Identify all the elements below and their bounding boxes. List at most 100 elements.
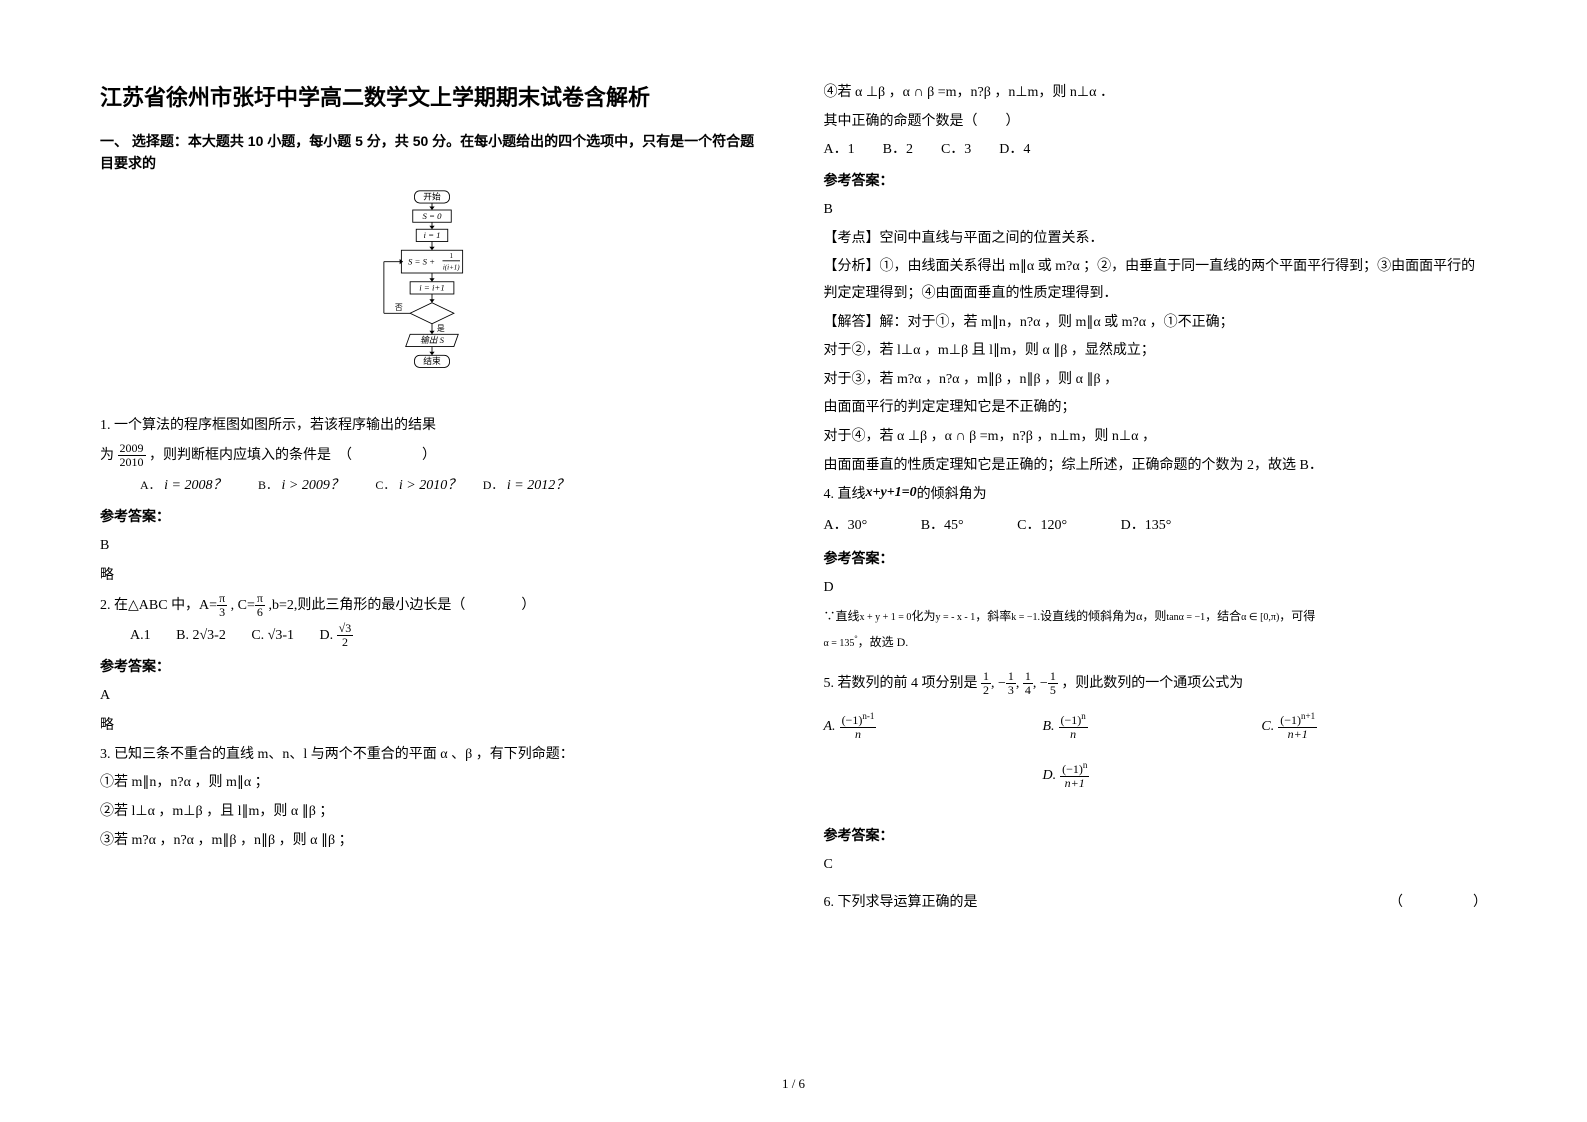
- q5-optD: D.(−1)nn+1: [1042, 761, 1261, 790]
- q5-pre: 5. 若数列的前 4 项分别是: [824, 676, 982, 691]
- q1-frac-d: 2010: [118, 456, 146, 469]
- q3-l4: ③若 m?α ，n?α ，m∥β ，n∥β ，则 α ∥β ；: [100, 828, 764, 855]
- q4-exp-l1: ∵直线x + y + 1 = 0化为y = - x - 1，斜率k = −1.设…: [824, 604, 1488, 628]
- q2-optB-suf: -2: [214, 628, 226, 643]
- q2-optB: B. 2√3-2: [176, 628, 226, 643]
- ans-label-3: 参考答案：: [824, 170, 1488, 190]
- q2-optA: A.1: [130, 628, 151, 643]
- q3-ans: B: [824, 196, 1488, 224]
- q3-e8: 由面面垂直的性质定理知它是正确的；综上所述，正确命题的个数为 2，故选 B．: [824, 453, 1488, 480]
- q2-options: A.1 B. 2√3-2 C. √3-1 D. √32: [100, 622, 764, 650]
- q3-opts: A．1 B．2 C．3 D．4: [824, 137, 1488, 164]
- content-area: 江苏省徐州市张圩中学高二数学文上学期期末试卷含解析 一、 选择题：本大题共 10…: [100, 80, 1487, 1066]
- q5Cd: n+1: [1278, 728, 1317, 741]
- q1-optA: i = 2008？: [164, 478, 226, 493]
- q2-ad: 3: [217, 606, 227, 619]
- q4e-j: α ∈ [0,π): [1241, 612, 1279, 623]
- fc-i1: i = 1: [423, 230, 440, 240]
- page-footer: 1 / 6: [100, 1076, 1487, 1092]
- q2-tri: △ABC: [128, 598, 168, 613]
- q5lC: C.: [1261, 719, 1274, 734]
- q2-optB-v: 2√3: [192, 628, 214, 643]
- q4e-h: tanα = −1: [1166, 612, 1205, 623]
- q5An: (−1)n-1: [840, 712, 877, 728]
- q2-optC-v: √3: [268, 628, 283, 643]
- q2-pre: 2. 在: [100, 598, 128, 613]
- q4-pre: 4. 直线: [824, 487, 866, 502]
- q1-exp: 略: [100, 562, 764, 590]
- q4e-c: 化为: [911, 609, 935, 623]
- q4e2-a: α = 135: [824, 638, 855, 649]
- q5-optB: B.(−1)nn: [1042, 712, 1261, 741]
- fc-out: 输出 S: [420, 335, 445, 345]
- q2-optC: C. √3-1: [251, 628, 294, 643]
- q5f1n: 1: [981, 670, 991, 684]
- q4e-d: y = - x - 1: [935, 612, 975, 623]
- q3-l5: ④若 α ⊥β ，α ∩ β =m，n?β ，n⊥m，则 n⊥α ．: [824, 80, 1488, 107]
- q4-options: A．30° B．45° C．120° D．135°: [824, 511, 1488, 542]
- q1-optC: i > 2010？: [399, 478, 461, 493]
- q5-ans: C: [824, 851, 1488, 879]
- fc-calc-top: 1: [449, 252, 453, 260]
- q4-optB: B．45°: [921, 518, 964, 533]
- q2-exp: 略: [100, 712, 764, 740]
- q2-an: π: [217, 592, 227, 606]
- q2-optD-pre: D.: [320, 628, 337, 643]
- q2-stem: 2. 在△ABC 中，A=π3 , C=π6 ,b=2,则此三角形的最小边长是（…: [100, 592, 764, 620]
- q3-l6: 其中正确的命题个数是（ ）: [824, 109, 1488, 136]
- fc-end: 结束: [423, 355, 441, 366]
- flowchart-svg: 开始 S = 0 i = 1 S = S + 1 i(i+1): [362, 189, 502, 399]
- q1-frac-n: 2009: [118, 442, 146, 456]
- q2-optC-pre: C.: [251, 628, 267, 643]
- q5-optA: A.(−1)n-1n: [824, 712, 1043, 741]
- q2-optD: D. √32: [320, 628, 354, 643]
- q2-mid3: ,b=2,则此三角形的最小边长是（ ）: [265, 598, 535, 613]
- left-column: 江苏省徐州市张圩中学高二数学文上学期期末试卷含解析 一、 选择题：本大题共 10…: [100, 80, 764, 1066]
- q1-optC-l: C．: [375, 478, 395, 492]
- q4-optD: D．135°: [1121, 518, 1172, 533]
- q3-e2: 【分析】①，由线面关系得出 m∥α 或 m?α ；②，由垂直于同一直线的两个平面…: [824, 254, 1488, 307]
- q2-optC-suf: -1: [282, 628, 294, 643]
- q4e-i: ，结合: [1205, 609, 1241, 623]
- q3-e1: 【考点】空间中直线与平面之间的位置关系．: [824, 226, 1488, 253]
- q3-l2: ①若 m∥n，n?α ，则 m∥α ；: [100, 770, 764, 797]
- fc-calc-bot: i(i+1): [443, 263, 460, 271]
- q1-optB: i > 2009？: [282, 478, 344, 493]
- q2-cd: 6: [255, 606, 265, 619]
- q4-post: 的倾斜角为: [917, 487, 987, 502]
- fc-init: S = 0: [422, 211, 442, 221]
- q1-ans: B: [100, 532, 764, 560]
- fc-inc: i = i+1: [419, 282, 444, 292]
- q4e-k: ，可得: [1279, 609, 1315, 623]
- right-column: ④若 α ⊥β ，α ∩ β =m，n?β ，n⊥m，则 n⊥α ． 其中正确的…: [824, 80, 1488, 1066]
- q5lD: D.: [1042, 768, 1056, 783]
- q4-eq: x+y+1=0: [866, 485, 917, 500]
- q2-optB-pre: B.: [176, 628, 192, 643]
- q5Bn: (−1)n: [1059, 712, 1088, 728]
- q5lA: A.: [824, 719, 836, 734]
- q1-optA-l: A．: [140, 478, 161, 492]
- q4-optA: A．30°: [824, 518, 868, 533]
- flowchart: 开始 S = 0 i = 1 S = S + 1 i(i+1): [362, 189, 502, 404]
- q1-stem1: 1. 一个算法的程序框图如图所示，若该程序输出的结果: [100, 412, 764, 440]
- q1-optD: i = 2012？: [507, 478, 569, 493]
- q2-cn: π: [255, 592, 265, 606]
- q5f3n: 1: [1023, 670, 1033, 684]
- q5f2d: 3: [1006, 684, 1016, 697]
- q1-stem2: 为: [100, 448, 114, 463]
- q1-options: A． i = 2008？ B． i > 2009？ C． i > 2010？ D…: [100, 472, 764, 500]
- fc-start: 开始: [423, 190, 441, 201]
- q1-frac: 2009 2010: [118, 442, 146, 469]
- q4-stem: 4. 直线x+y+1=0的倾斜角为: [824, 481, 1488, 509]
- q5f3d: 4: [1023, 684, 1033, 697]
- ans-label-4: 参考答案：: [824, 548, 1488, 568]
- page: 江苏省徐州市张圩中学高二数学文上学期期末试卷含解析 一、 选择题：本大题共 10…: [0, 0, 1587, 1122]
- q5-options: A.(−1)n-1n B.(−1)nn C.(−1)n+1n+1 D.(−1)n…: [824, 712, 1488, 811]
- q4e-b: x + y + 1 = 0: [860, 612, 912, 623]
- q1-stem2-line: 为 2009 2010 ，则判断框内应填入的条件是 （ ）: [100, 442, 764, 470]
- q3-e3: 【解答】解：对于①，若 m∥n，n?α ，则 m∥α 或 m?α ，①不正确；: [824, 310, 1488, 337]
- ans-label-1: 参考答案：: [100, 506, 764, 526]
- q5f1d: 2: [981, 684, 991, 697]
- q5Dd: n+1: [1060, 777, 1089, 790]
- q5f4n: 1: [1048, 670, 1058, 684]
